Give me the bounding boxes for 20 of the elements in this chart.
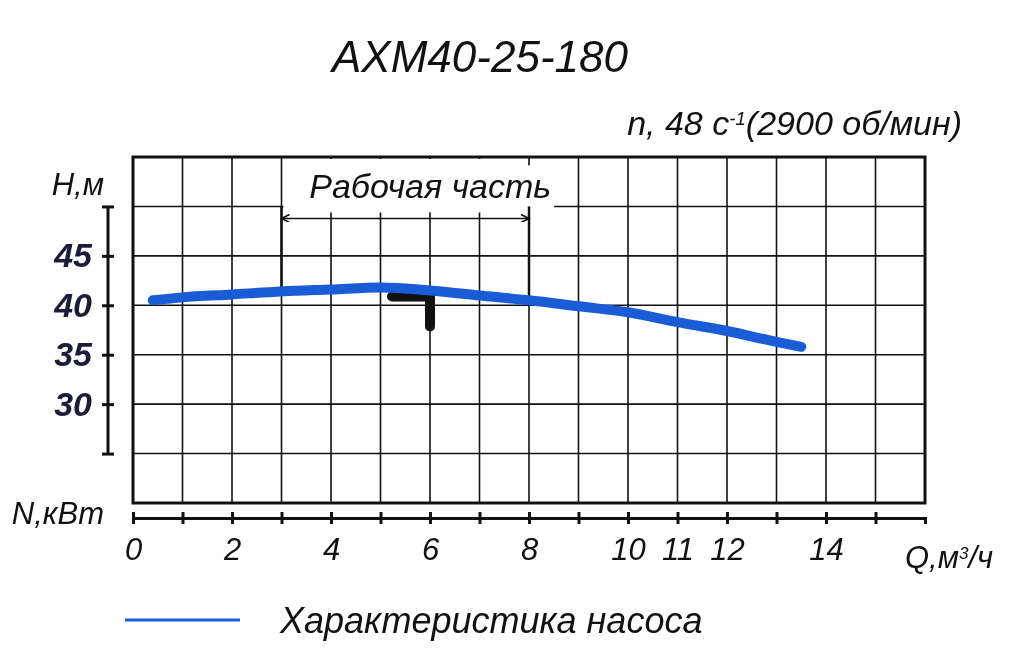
x-tick-label: 12 xyxy=(710,532,745,568)
x-tick-label: 11 xyxy=(661,532,695,568)
y-tick-label: 35 xyxy=(54,335,94,374)
x-tick-label: 14 xyxy=(809,532,844,568)
annotation: Рабочая часть xyxy=(309,167,552,206)
x-tick-label: 6 xyxy=(421,532,440,568)
text: N,кВт xyxy=(11,496,104,531)
x-tick-label: 4 xyxy=(322,532,341,568)
x-tick-label: 2 xyxy=(222,532,242,568)
y-tick-label: 40 xyxy=(53,285,93,324)
x-tick-label: 10 xyxy=(611,532,646,568)
legend-label: Характеристика насоса xyxy=(279,600,703,641)
x-tick-label: 0 xyxy=(124,532,143,568)
y-tick-label: 30 xyxy=(54,384,93,423)
y-axis-title: Н,м xyxy=(51,167,104,202)
chart-title: АХМ40-25-180 xyxy=(329,32,629,81)
x-tick-label: 8 xyxy=(520,532,539,568)
x-axis-title: Q,м$^{3}$/ч xyxy=(905,540,994,575)
chart-subtitle: n, 48 с$^{-1}$(2900 об/мин) xyxy=(627,104,962,142)
y-tick-label: 45 xyxy=(53,236,94,275)
